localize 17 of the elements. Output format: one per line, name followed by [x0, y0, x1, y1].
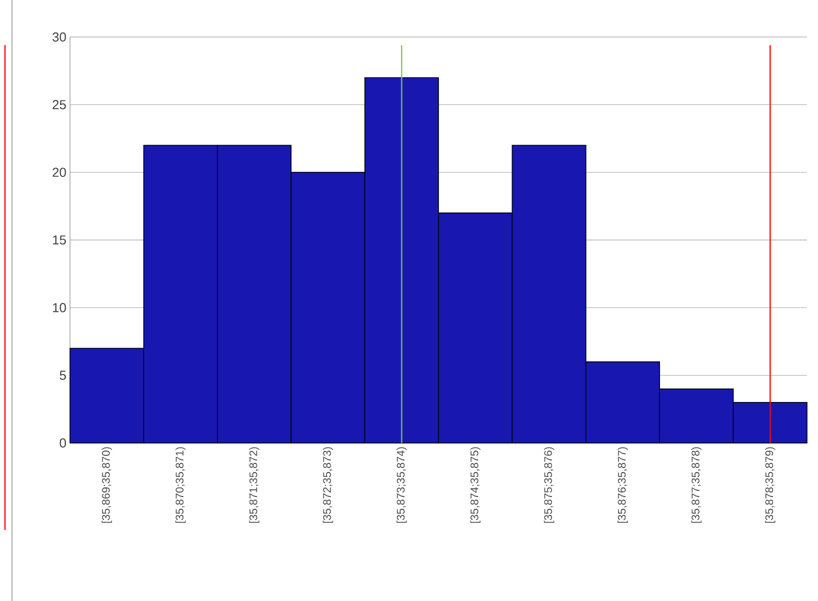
- x-tick-label: [35,871;35,872): [249, 447, 260, 523]
- x-tick-label: [35,872;35,873): [322, 447, 334, 523]
- y-tick-label: 10: [53, 303, 66, 312]
- x-tick-label: [35,874;35,875): [470, 447, 480, 523]
- x-tick-label: [35,873;35,874): [396, 447, 407, 523]
- x-tick-label: [35,878;35,879): [765, 447, 776, 523]
- y-tick-label: 0: [60, 438, 66, 448]
- y-tick-label: 15: [53, 235, 66, 245]
- x-tick-label: [35,877;35,878): [691, 447, 702, 523]
- y-tick-label: 30: [52, 32, 66, 42]
- y-tick-label: 25: [52, 100, 66, 110]
- x-tick-label: [35,869;35,870): [102, 447, 112, 523]
- y-tick-label: 20: [52, 168, 66, 177]
- x-tick-label: [35,876;35,877): [618, 447, 628, 523]
- x-tick-label: [35,875;35,876): [544, 447, 554, 523]
- x-tick-label: [35,870;35,871): [175, 447, 186, 523]
- y-tick-label: 5: [60, 370, 66, 380]
